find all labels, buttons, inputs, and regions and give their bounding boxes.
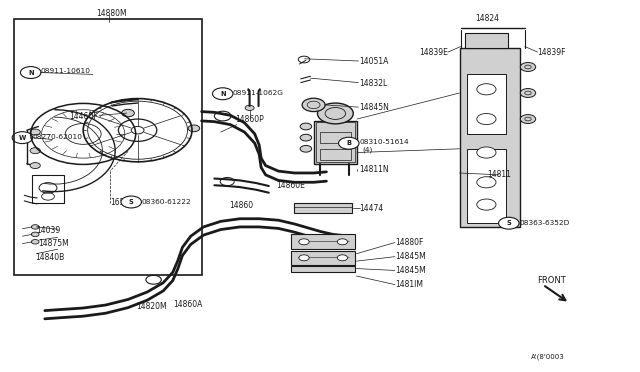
Text: N: N bbox=[220, 91, 225, 97]
Circle shape bbox=[188, 125, 200, 132]
Circle shape bbox=[299, 255, 309, 261]
Circle shape bbox=[20, 67, 41, 78]
Text: 14839F: 14839F bbox=[538, 48, 566, 57]
Circle shape bbox=[520, 115, 536, 124]
Circle shape bbox=[30, 148, 40, 154]
Circle shape bbox=[477, 84, 496, 95]
Bar bbox=[320, 149, 351, 160]
Circle shape bbox=[337, 239, 348, 245]
Bar bbox=[291, 234, 355, 249]
Text: 14474: 14474 bbox=[360, 204, 384, 213]
Text: 14820M: 14820M bbox=[136, 302, 167, 311]
Text: 14039: 14039 bbox=[36, 226, 61, 235]
Circle shape bbox=[302, 98, 325, 112]
Bar bbox=[14, 19, 202, 275]
Text: 08310-51614: 08310-51614 bbox=[359, 140, 409, 145]
Text: 14811: 14811 bbox=[487, 170, 511, 179]
Text: 08270-62010: 08270-62010 bbox=[33, 134, 83, 140]
Circle shape bbox=[499, 217, 519, 229]
Circle shape bbox=[300, 145, 312, 152]
Circle shape bbox=[337, 255, 348, 261]
Text: 14845N: 14845N bbox=[360, 103, 390, 112]
Bar bbox=[291, 266, 355, 272]
Bar bbox=[32, 175, 64, 203]
Circle shape bbox=[339, 137, 359, 149]
Text: 14811N: 14811N bbox=[360, 165, 389, 174]
Circle shape bbox=[30, 129, 40, 135]
Text: B: B bbox=[346, 140, 351, 146]
Text: 14845M: 14845M bbox=[395, 252, 426, 261]
Text: 14840B: 14840B bbox=[35, 253, 65, 262]
Text: 14824: 14824 bbox=[476, 14, 500, 23]
Text: 14832L: 14832L bbox=[360, 79, 388, 88]
Text: 14880M: 14880M bbox=[96, 9, 127, 17]
Text: S: S bbox=[129, 199, 134, 205]
Text: 08363-6352D: 08363-6352D bbox=[519, 220, 570, 226]
Bar bbox=[467, 149, 506, 223]
Circle shape bbox=[520, 89, 536, 97]
Text: 14845M: 14845M bbox=[395, 266, 426, 275]
Bar bbox=[460, 48, 520, 227]
Circle shape bbox=[477, 113, 496, 125]
Circle shape bbox=[300, 134, 312, 141]
Circle shape bbox=[520, 62, 536, 71]
Circle shape bbox=[245, 105, 254, 110]
Text: 08911-10610: 08911-10610 bbox=[40, 68, 90, 74]
Text: 14860E: 14860E bbox=[276, 181, 305, 190]
Text: 14860P: 14860P bbox=[236, 115, 264, 124]
Text: 16565P: 16565P bbox=[110, 198, 139, 207]
Text: S: S bbox=[506, 220, 511, 226]
Circle shape bbox=[31, 225, 39, 229]
Circle shape bbox=[477, 147, 496, 158]
Text: 08911-1062G: 08911-1062G bbox=[233, 90, 284, 96]
Bar bbox=[465, 33, 508, 48]
Circle shape bbox=[122, 109, 134, 117]
Bar bbox=[467, 74, 506, 134]
Circle shape bbox=[12, 132, 33, 144]
Text: 14880F: 14880F bbox=[395, 238, 423, 247]
Bar bbox=[320, 132, 351, 143]
Text: A'(8'0003: A'(8'0003 bbox=[531, 353, 565, 360]
Text: 14875M: 14875M bbox=[38, 239, 69, 248]
Bar bbox=[291, 251, 355, 265]
Circle shape bbox=[212, 88, 233, 100]
Circle shape bbox=[121, 196, 141, 208]
Circle shape bbox=[31, 232, 39, 237]
Bar bbox=[294, 203, 352, 213]
Text: FRONT: FRONT bbox=[538, 276, 566, 285]
Circle shape bbox=[317, 103, 353, 124]
Text: 08360-61222: 08360-61222 bbox=[141, 199, 191, 205]
Circle shape bbox=[299, 239, 309, 245]
Text: N: N bbox=[28, 70, 33, 76]
Text: 14051A: 14051A bbox=[360, 57, 389, 66]
Circle shape bbox=[30, 163, 40, 169]
Circle shape bbox=[300, 123, 312, 130]
Circle shape bbox=[477, 177, 496, 188]
Text: 14460F: 14460F bbox=[69, 112, 98, 121]
Text: 14839E: 14839E bbox=[419, 48, 448, 57]
Text: W: W bbox=[19, 135, 26, 141]
Text: 14860A: 14860A bbox=[173, 300, 202, 309]
Text: 1481IM: 1481IM bbox=[395, 280, 423, 289]
Text: 14860: 14860 bbox=[229, 201, 253, 210]
Circle shape bbox=[477, 199, 496, 210]
Bar bbox=[314, 121, 357, 164]
Circle shape bbox=[31, 240, 39, 244]
Bar bbox=[316, 122, 355, 162]
Text: (4): (4) bbox=[362, 146, 372, 153]
